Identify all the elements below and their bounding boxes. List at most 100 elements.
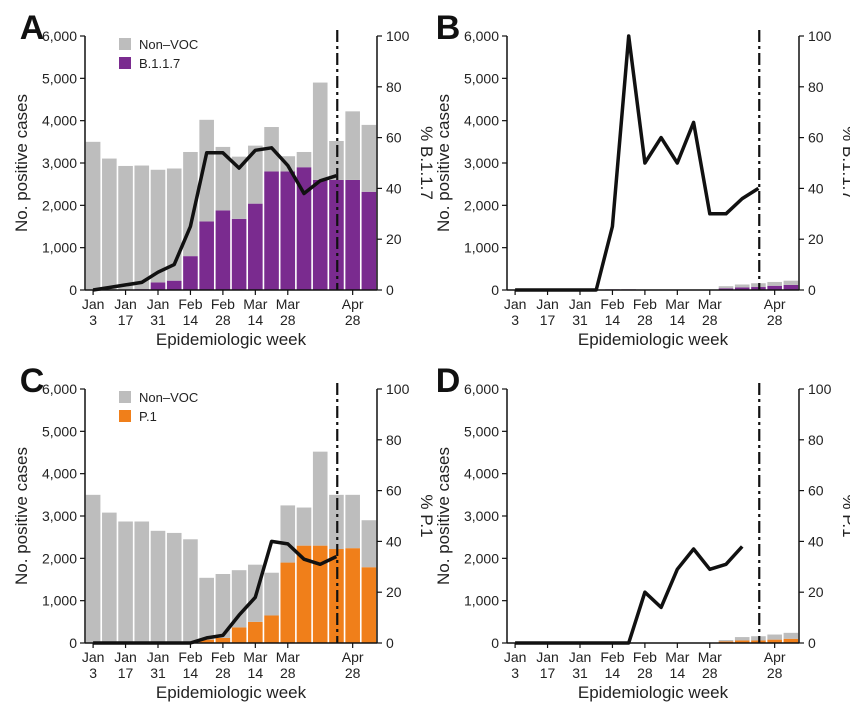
x-tick-month: Feb xyxy=(211,649,235,665)
x-tick-day: 3 xyxy=(511,665,519,681)
y-tick-label: 6,000 xyxy=(464,381,499,397)
panel-c: C 0 1,000 2,000 3,000 4,000 5,000 6,000 0 20 40 60 8… xyxy=(12,362,436,702)
x-tick-month: Mar xyxy=(243,296,267,312)
bar-variant xyxy=(248,203,263,290)
x-tick-day: 31 xyxy=(150,665,166,681)
x-tick-day: 14 xyxy=(670,312,686,328)
y-tick-label: 6,000 xyxy=(42,28,77,44)
bar-variant xyxy=(264,615,279,643)
bar-non-voc xyxy=(734,284,750,288)
legend: Non–VOC P.1 xyxy=(119,390,198,424)
x-tick-day: 17 xyxy=(540,665,556,681)
bar-variant xyxy=(734,287,750,290)
y-tick-label: 3,000 xyxy=(464,508,499,524)
y-tick-label: 2,000 xyxy=(42,197,77,213)
y2-tick-label: 0 xyxy=(808,635,816,651)
legend-swatch-variant xyxy=(119,410,131,422)
x-tick-day: 28 xyxy=(215,312,231,328)
bar-non-voc xyxy=(767,281,782,286)
y2-tick-label: 80 xyxy=(808,432,824,448)
y-tick-label: 6,000 xyxy=(42,381,77,397)
bar-non-voc xyxy=(718,286,734,289)
x-tick-month: Apr xyxy=(764,296,786,312)
y2-tick-label: 100 xyxy=(808,28,832,44)
y2-tick-label: 40 xyxy=(808,180,824,196)
x-tick-month: Jan xyxy=(114,649,137,665)
bar-variant xyxy=(231,218,247,290)
x-tick-month: Jan xyxy=(82,649,105,665)
x-tick-month: Apr xyxy=(342,296,364,312)
x-tick-month: Jan xyxy=(504,296,527,312)
bar-non-voc xyxy=(783,632,799,639)
bar-variant xyxy=(312,179,328,290)
x-tick-month: Jan xyxy=(569,296,592,312)
y-tick-label: 5,000 xyxy=(42,70,77,86)
y2-tick-label: 80 xyxy=(808,79,824,95)
y2-tick-label: 0 xyxy=(386,282,394,298)
x-tick-month: Jan xyxy=(569,649,592,665)
x-tick-month: Mar xyxy=(243,649,267,665)
y2-tick-label: 20 xyxy=(808,231,824,247)
legend-label-non-voc: Non–VOC xyxy=(139,37,198,52)
bar-non-voc xyxy=(166,532,182,643)
y-tick-label: 3,000 xyxy=(42,155,77,171)
y-tick-label: 1,000 xyxy=(464,593,499,609)
bar-non-voc xyxy=(280,505,296,563)
bar-non-voc xyxy=(264,572,279,616)
bar-variant xyxy=(783,284,799,290)
bar-variant xyxy=(329,179,344,290)
x-tick-month: Jan xyxy=(504,649,527,665)
y2-tick-label: 40 xyxy=(808,533,824,549)
y-tick-label: 0 xyxy=(69,282,77,298)
x-tick-day: 14 xyxy=(605,665,621,681)
y-tick-label: 3,000 xyxy=(464,155,499,171)
x-tick-day: 17 xyxy=(118,312,134,328)
x-tick-day: 14 xyxy=(248,665,264,681)
y2-tick-label: 20 xyxy=(808,584,824,600)
y2-tick-label: 40 xyxy=(386,180,402,196)
bar-non-voc xyxy=(248,145,263,204)
bar-non-voc xyxy=(199,119,214,222)
x-tick-month: Mar xyxy=(698,296,722,312)
panel-d: D 0 1,000 2,000 3,000 4,000 5,000 6,000 0 20 40 60 8… xyxy=(434,362,850,702)
x-tick-day: 28 xyxy=(345,665,361,681)
y-tick-label: 4,000 xyxy=(42,113,77,129)
y-tick-label: 5,000 xyxy=(42,423,77,439)
x-tick-month: Mar xyxy=(276,649,300,665)
x-tick-month: Mar xyxy=(665,649,689,665)
panel-letter: D xyxy=(436,362,461,400)
bar-non-voc xyxy=(215,146,231,211)
bar-non-voc xyxy=(296,507,312,546)
y2-tick-label: 60 xyxy=(386,130,402,146)
bar-non-voc xyxy=(361,124,377,192)
percent-line xyxy=(515,34,760,292)
bar-variant xyxy=(166,280,182,290)
bar-non-voc xyxy=(102,158,117,290)
bar-variant xyxy=(345,548,360,643)
bar-variant xyxy=(280,171,296,290)
bar-non-voc xyxy=(183,151,198,257)
y-tick-label: 4,000 xyxy=(464,113,499,129)
x-tick-day: 31 xyxy=(572,312,588,328)
bar-non-voc xyxy=(118,521,133,643)
bar-variant xyxy=(767,639,782,643)
y2-axis-label: % P.1 xyxy=(839,494,850,537)
x-axis-label: Epidemiologic week xyxy=(578,330,729,349)
bar-variant xyxy=(734,640,750,643)
x-tick-day: 14 xyxy=(248,312,264,328)
x-tick-month: Jan xyxy=(147,649,170,665)
legend-label-variant: B.1.1.7 xyxy=(139,56,180,71)
bar-variant xyxy=(361,567,377,643)
y-tick-label: 2,000 xyxy=(42,550,77,566)
x-tick-day: 28 xyxy=(280,312,296,328)
y2-tick-label: 100 xyxy=(808,381,832,397)
y2-axis-label: % B.1.1.7 xyxy=(839,126,850,200)
x-tick-month: Jan xyxy=(536,649,559,665)
y2-tick-label: 100 xyxy=(386,381,410,397)
x-tick-day: 28 xyxy=(767,665,783,681)
y-tick-label: 2,000 xyxy=(464,197,499,213)
bar-variant xyxy=(345,179,360,290)
x-tick-day: 28 xyxy=(702,312,718,328)
y-tick-label: 5,000 xyxy=(464,423,499,439)
x-tick-month: Feb xyxy=(633,649,657,665)
